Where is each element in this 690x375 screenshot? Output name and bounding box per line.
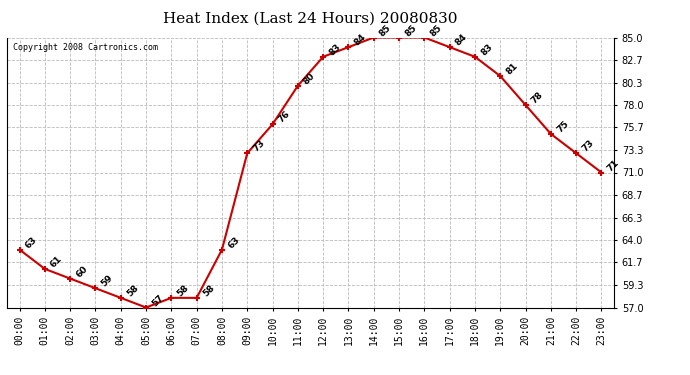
Text: 57: 57 [150,293,166,308]
Text: 58: 58 [125,283,140,298]
Text: 76: 76 [277,110,292,125]
Text: 58: 58 [175,283,190,298]
Text: 81: 81 [504,62,520,76]
Text: 63: 63 [226,235,242,250]
Text: 61: 61 [49,254,64,270]
Text: 58: 58 [201,283,216,298]
Text: 84: 84 [353,33,368,48]
Text: 78: 78 [530,90,545,106]
Text: 73: 73 [251,138,267,154]
Text: 85: 85 [428,23,444,38]
Text: 75: 75 [555,119,571,135]
Text: 85: 85 [403,23,418,38]
Text: 83: 83 [327,42,342,57]
Text: Copyright 2008 Cartronics.com: Copyright 2008 Cartronics.com [13,43,158,52]
Text: 85: 85 [378,23,393,38]
Text: 83: 83 [479,42,494,57]
Text: 73: 73 [580,138,595,154]
Text: 80: 80 [302,71,317,86]
Text: 63: 63 [23,235,39,250]
Text: 59: 59 [99,273,115,289]
Text: Heat Index (Last 24 Hours) 20080830: Heat Index (Last 24 Hours) 20080830 [164,11,457,25]
Text: 71: 71 [606,158,621,173]
Text: 84: 84 [454,33,469,48]
Text: 60: 60 [75,264,90,279]
